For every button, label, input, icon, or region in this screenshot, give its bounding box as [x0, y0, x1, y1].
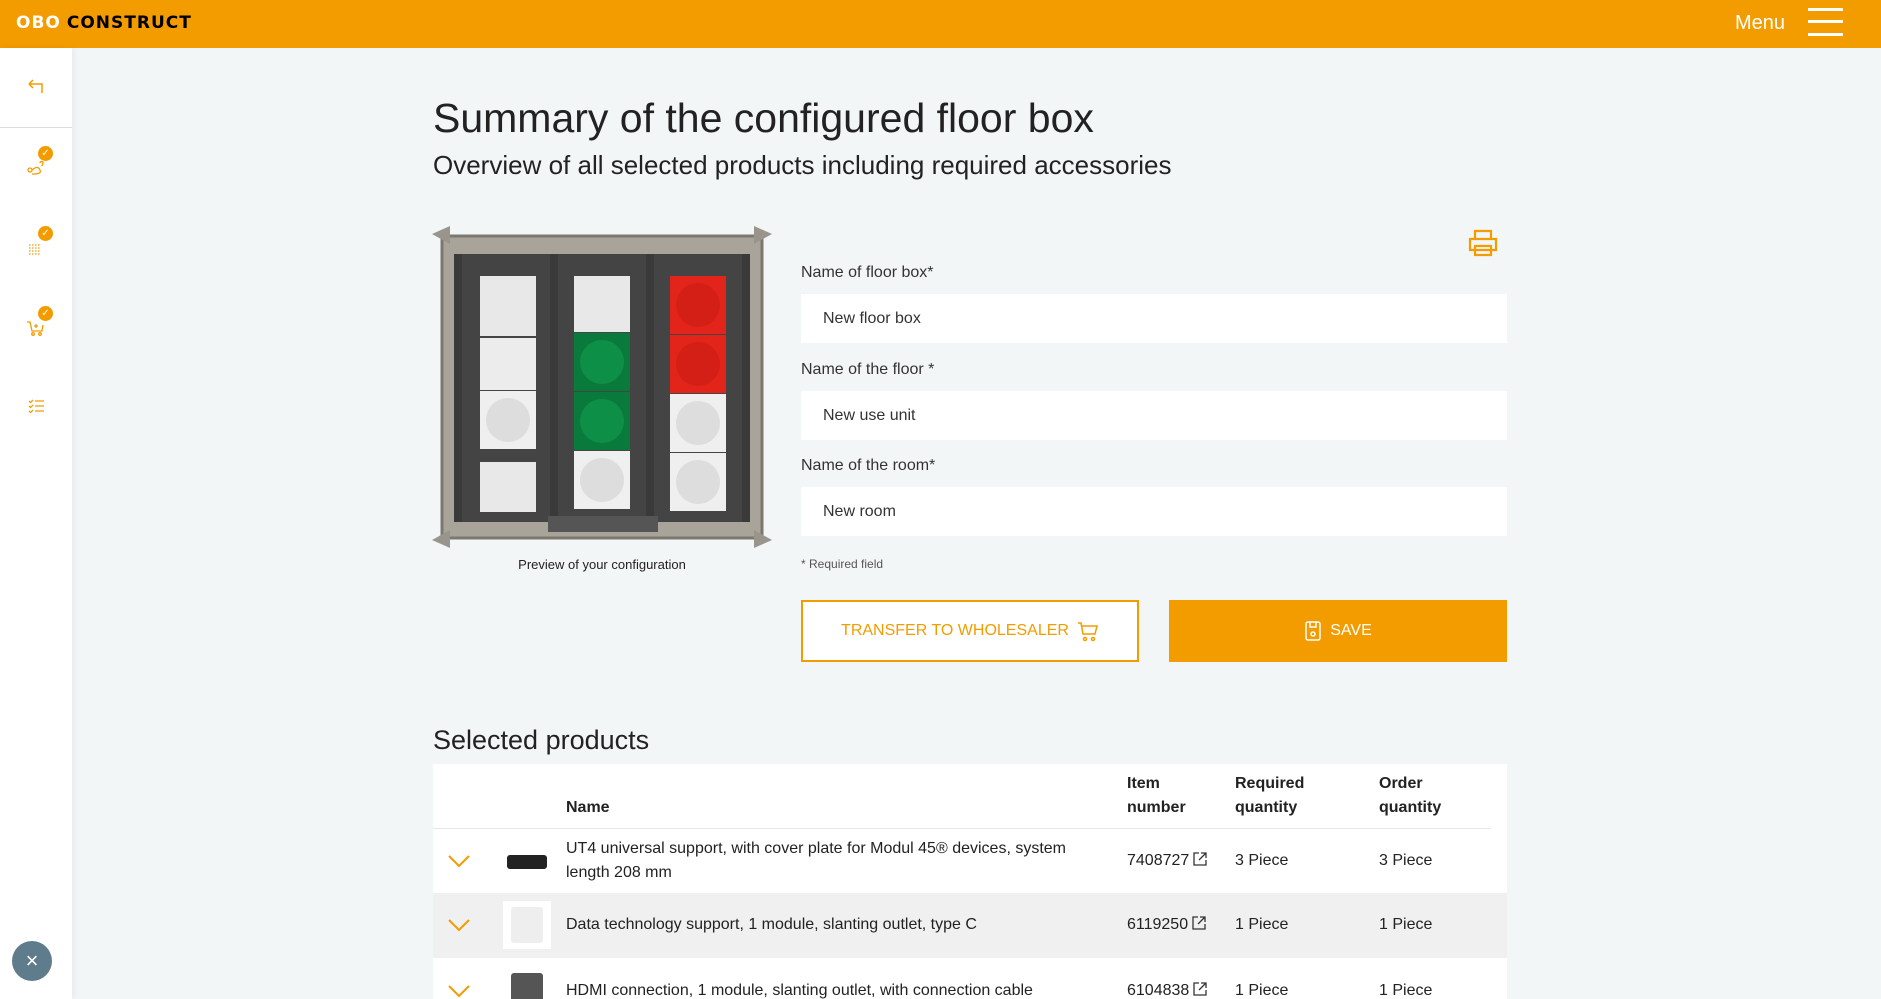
required-quantity: 1 Piece: [1235, 916, 1289, 933]
external-link-icon[interactable]: [1192, 851, 1208, 867]
table-row[interactable]: Data technology support, 1 module, slant…: [433, 893, 1507, 958]
product-name: Data technology support, 1 module, slant…: [566, 916, 977, 933]
col-req-line1: Required: [1235, 775, 1305, 792]
col-order-quantity: Order quantity: [1379, 772, 1441, 820]
col-item-number: Item number: [1127, 772, 1186, 820]
logo-construct: CONSTRUCT: [66, 13, 192, 33]
external-link-icon[interactable]: [1191, 915, 1207, 931]
print-icon[interactable]: [1466, 226, 1500, 260]
floor-box-name-input[interactable]: [801, 294, 1507, 343]
product-name: HDMI connection, 1 module, slanting outl…: [566, 982, 1033, 999]
products-table: Name Item number Required quantity Order qu…: [433, 764, 1507, 999]
item-number-value: 6104838: [1127, 982, 1190, 999]
table-row[interactable]: HDMI connection, 1 module, slanting outl…: [433, 959, 1507, 999]
item-number-value: 6119250: [1127, 916, 1189, 933]
table-row[interactable]: UT4 universal support, with cover plate …: [433, 829, 1507, 894]
col-required-quantity: Required quantity: [1235, 772, 1304, 820]
col-req-line2: quantity: [1235, 799, 1298, 816]
required-field-note: * Required field: [801, 557, 884, 571]
back-arrow-icon: [28, 79, 43, 93]
completed-check-icon: ✓: [38, 306, 53, 321]
chevron-down-icon[interactable]: [447, 913, 471, 937]
order-quantity: 1 Piece: [1379, 982, 1433, 999]
sidebar-item-products[interactable]: ✓: [0, 296, 72, 356]
sidebar-divider: [0, 127, 72, 128]
floor-name-label: Name of the floor *: [801, 361, 935, 378]
floor-box-preview: [432, 226, 772, 548]
required-quantity: 1 Piece: [1235, 982, 1289, 999]
external-link-icon[interactable]: [1192, 981, 1208, 997]
floor-name-input[interactable]: [801, 391, 1507, 440]
item-number: 7408727: [1127, 849, 1208, 873]
transfer-to-wholesaler-button[interactable]: TRANSFER TO WHOLESALER: [801, 600, 1139, 662]
sidebar-item-location[interactable]: ✓: [0, 136, 72, 196]
page-title: Summary of the configured floor box: [433, 95, 1094, 141]
product-name: UT4 universal support, with cover plate …: [566, 840, 1066, 881]
logo-obo: OBO: [16, 13, 61, 33]
hamburger-menu-icon[interactable]: [1808, 8, 1843, 36]
required-quantity: 3 Piece: [1235, 852, 1289, 869]
col-ord-line2: quantity: [1379, 799, 1442, 816]
back-button[interactable]: [0, 58, 72, 118]
checklist-icon: [28, 399, 44, 414]
chevron-down-icon[interactable]: [447, 979, 471, 999]
save-icon: [1305, 621, 1321, 641]
item-number: 6119250: [1127, 913, 1207, 937]
grid-icon: [29, 244, 41, 255]
selected-products-title: Selected products: [433, 725, 650, 755]
menu-label[interactable]: Menu: [1734, 12, 1785, 34]
floor-box-name-label: Name of floor box*: [801, 264, 934, 281]
item-number-value: 7408727: [1127, 852, 1190, 869]
save-label: SAVE: [1330, 622, 1372, 639]
product-thumbnail: [503, 901, 551, 949]
order-quantity: 3 Piece: [1379, 852, 1433, 869]
col-name: Name: [566, 799, 610, 816]
page-subtitle: Overview of all selected products includ…: [433, 150, 1172, 180]
col-item-line2: number: [1127, 799, 1186, 816]
sidebar: ✓ ✓ ✓ ×: [0, 48, 72, 999]
product-thumbnail: [503, 837, 551, 885]
col-item-line1: Item: [1127, 775, 1160, 792]
transfer-label: TRANSFER TO WHOLESALER: [841, 622, 1069, 639]
top-bar: OBO CONSTRUCT Menu: [0, 0, 1881, 48]
chevron-down-icon[interactable]: [447, 849, 471, 873]
completed-check-icon: ✓: [38, 146, 53, 161]
completed-check-icon: ✓: [38, 226, 53, 241]
preview-caption: Preview of your configuration: [518, 557, 686, 572]
cart-icon: [1077, 622, 1098, 642]
product-thumbnail: [503, 967, 551, 999]
room-name-input[interactable]: [801, 487, 1507, 536]
room-name-label: Name of the room*: [801, 457, 936, 474]
save-button[interactable]: SAVE: [1169, 600, 1507, 662]
obo-construct-logo[interactable]: OBO CONSTRUCT: [16, 13, 192, 33]
col-ord-line1: Order: [1379, 775, 1423, 792]
sidebar-item-summary[interactable]: [0, 376, 72, 436]
item-number: 6104838: [1127, 979, 1208, 999]
table-header: Name Item number Required quantity Order qu…: [433, 764, 1491, 829]
order-quantity: 1 Piece: [1379, 916, 1433, 933]
route-icon: [27, 160, 44, 175]
sidebar-item-layout[interactable]: ✓: [0, 216, 72, 276]
cart-add-icon: [27, 321, 44, 336]
close-icon[interactable]: ×: [12, 941, 52, 981]
